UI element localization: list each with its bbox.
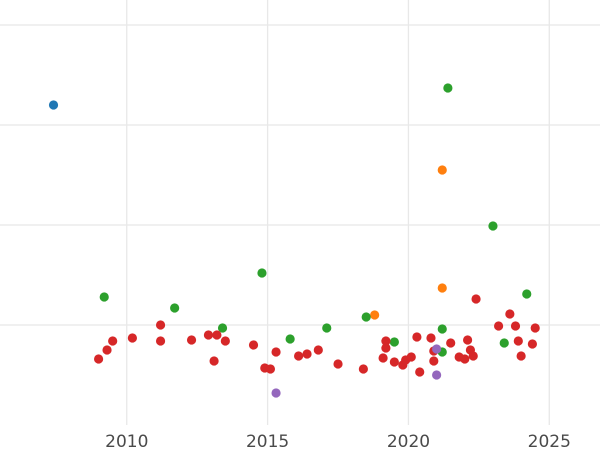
data-point-red-4 — [127, 333, 137, 343]
data-point-green-13 — [499, 338, 509, 348]
x-tick-label-2020: 2020 — [387, 432, 430, 450]
grid-layer — [0, 0, 600, 425]
data-point-red-7 — [186, 335, 197, 345]
x-tick-label-2010: 2010 — [105, 432, 148, 450]
data-point-green-11 — [443, 83, 453, 93]
data-point-red-38 — [468, 351, 478, 361]
data-point-red-8 — [203, 330, 214, 340]
data-point-red-45 — [527, 339, 537, 349]
data-point-red-43 — [513, 336, 523, 346]
data-point-green-12 — [488, 221, 498, 231]
data-point-red-33 — [446, 338, 456, 348]
data-point-green-1 — [99, 292, 109, 302]
data-point-green-14 — [522, 289, 532, 299]
data-point-red-39 — [471, 294, 481, 304]
data-point-purple-1 — [271, 388, 281, 398]
data-point-red-35 — [460, 354, 470, 364]
data-point-red-14 — [265, 364, 276, 374]
data-point-red-36 — [463, 335, 473, 345]
data-point-red-21 — [378, 353, 388, 363]
data-point-green-4 — [257, 268, 267, 278]
data-point-green-3 — [217, 323, 228, 333]
data-point-green-9 — [437, 324, 447, 334]
data-point-red-9 — [209, 356, 219, 366]
data-point-green-2 — [170, 303, 180, 313]
data-point-red-20 — [358, 364, 368, 374]
data-point-red-41 — [505, 309, 515, 319]
data-point-red-17 — [302, 349, 312, 359]
data-point-red-24 — [389, 357, 399, 367]
ticks-layer: 2010 2015 2020 2025 — [105, 432, 571, 450]
data-point-green-7 — [361, 312, 371, 322]
data-point-red-16 — [293, 351, 304, 361]
data-point-purple-2 — [432, 344, 442, 354]
data-point-red-40 — [493, 321, 504, 331]
data-point-red-3 — [108, 336, 118, 346]
data-point-orange-1 — [370, 310, 380, 320]
data-point-red-46 — [530, 323, 540, 333]
data-point-red-2 — [102, 345, 112, 355]
data-point-red-10 — [212, 330, 222, 340]
data-point-red-6 — [155, 336, 166, 346]
data-point-blue-1 — [48, 100, 59, 110]
data-point-red-11 — [220, 336, 230, 346]
data-point-red-28 — [412, 332, 422, 342]
data-point-red-15 — [271, 347, 281, 357]
data-point-red-5 — [155, 320, 166, 330]
points-layer — [48, 83, 540, 398]
data-point-red-12 — [248, 340, 259, 350]
data-point-red-29 — [415, 367, 425, 377]
data-point-red-32 — [429, 356, 439, 366]
data-point-purple-3 — [432, 370, 442, 380]
data-point-red-19 — [333, 359, 343, 369]
data-point-red-18 — [313, 345, 323, 355]
data-point-orange-3 — [437, 165, 447, 175]
data-point-red-42 — [510, 321, 521, 331]
data-point-green-5 — [285, 334, 295, 344]
data-point-red-1 — [93, 354, 104, 364]
data-point-orange-2 — [437, 283, 447, 293]
data-point-red-44 — [516, 351, 526, 361]
data-point-red-30 — [426, 333, 436, 343]
data-point-green-8 — [389, 337, 399, 347]
data-point-red-23 — [381, 336, 391, 346]
data-point-red-27 — [406, 352, 416, 362]
x-tick-label-2025: 2025 — [528, 432, 571, 450]
data-point-green-6 — [322, 323, 332, 333]
x-tick-label-2015: 2015 — [246, 432, 289, 450]
data-point-red-22 — [381, 343, 391, 353]
